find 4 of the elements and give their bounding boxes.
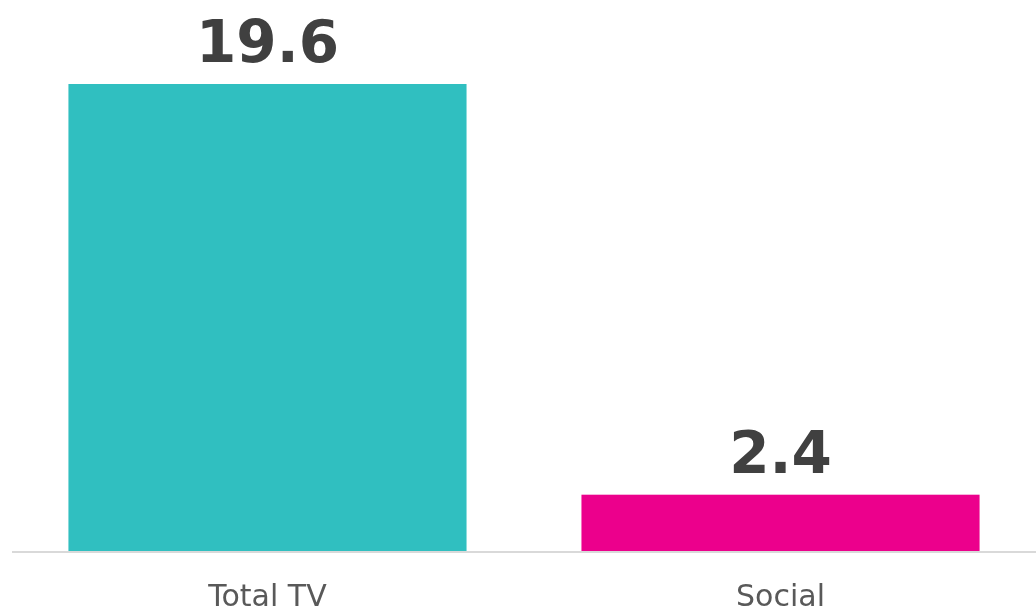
- data-label: 2.4: [729, 418, 832, 487]
- data-label: 19.6: [195, 8, 340, 76]
- x-tick-label: Social: [736, 578, 825, 613]
- x-tick-label: Total TV: [207, 578, 328, 613]
